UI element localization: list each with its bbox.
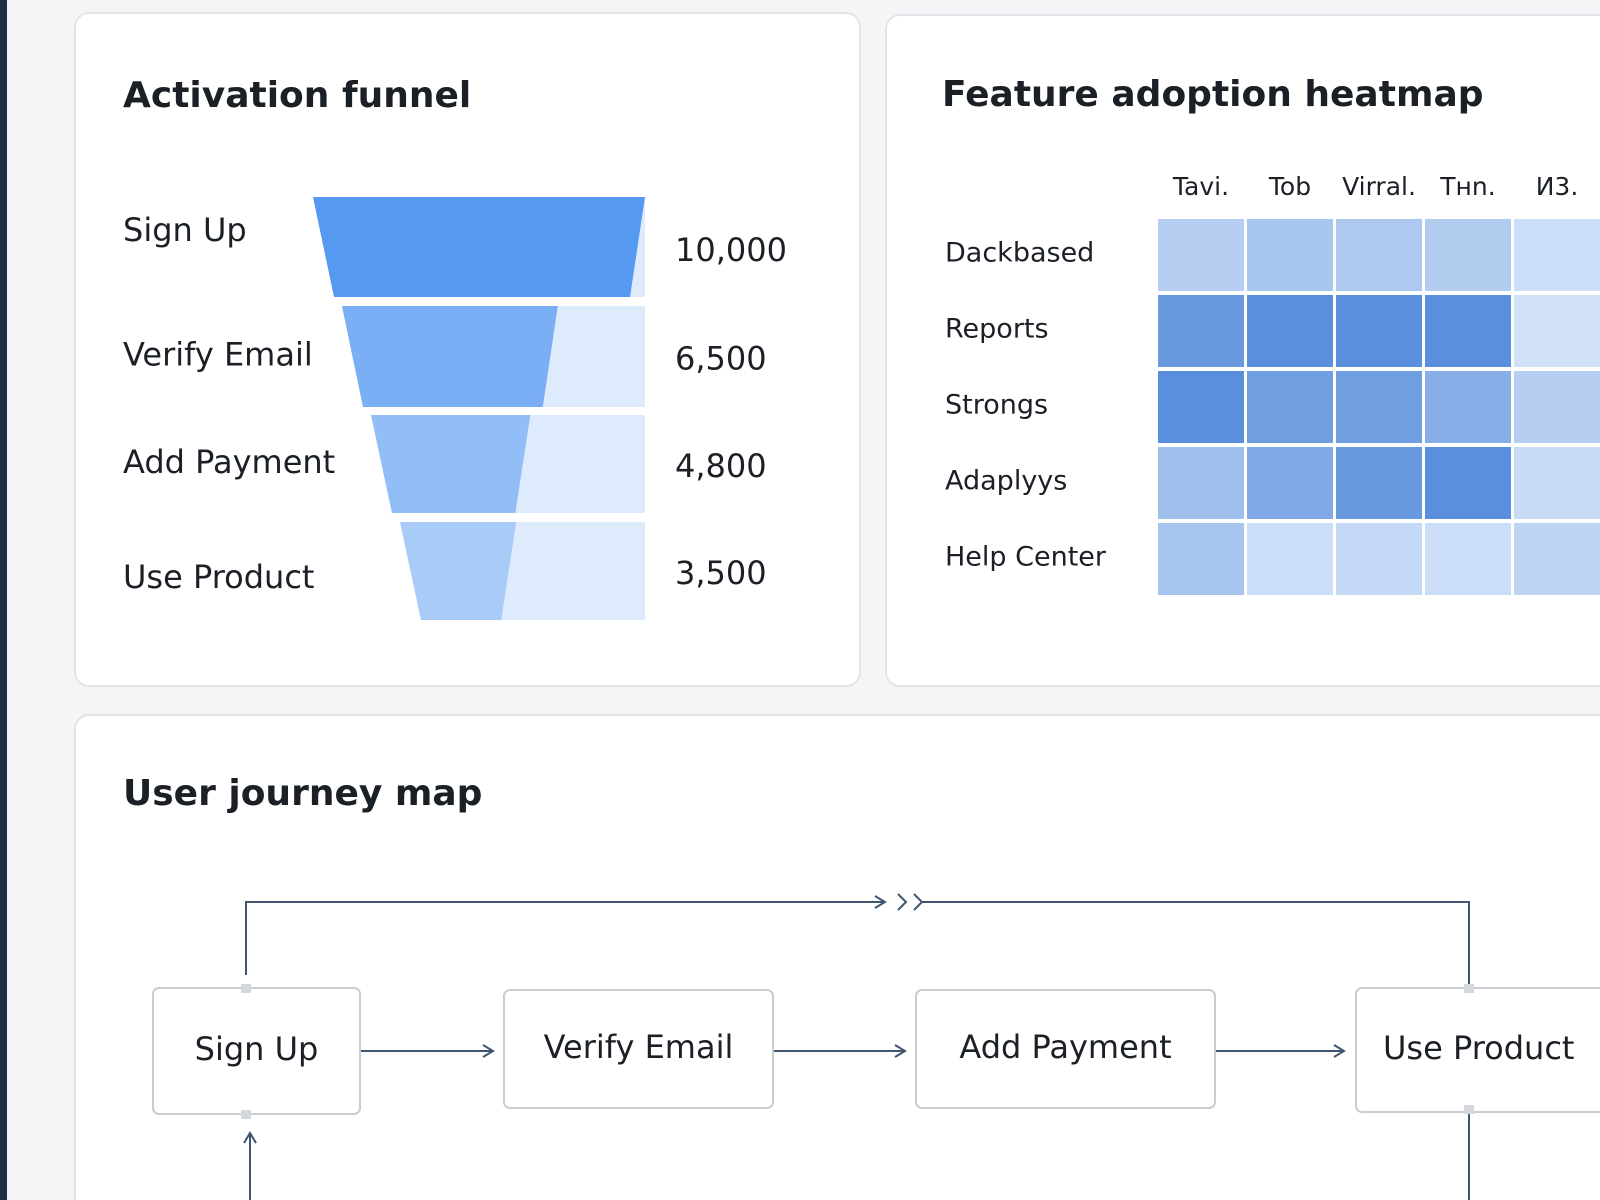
port (241, 1110, 251, 1119)
heatmap-column-label: И3. (1536, 172, 1579, 201)
journey-node-label: Sign Up (195, 1030, 319, 1068)
heatmap-cell (1514, 295, 1600, 367)
journey-title: User journey map (123, 773, 482, 814)
heatmap-row-label: Reports (945, 314, 1049, 345)
heatmap-cell (1514, 371, 1600, 443)
funnel-value-label: 10,000 (675, 231, 787, 269)
heatmap-cell (1336, 523, 1422, 595)
heatmap-cell (1247, 295, 1333, 367)
funnel-title: Activation funnel (123, 75, 471, 116)
heatmap-cell (1336, 219, 1422, 291)
journey-connectors (243, 893, 1470, 1200)
funnel-stage-label: Use Product (123, 558, 314, 596)
heatmap-cell (1514, 523, 1600, 595)
heatmap-cell (1336, 295, 1422, 367)
heatmap-title: Feature adoption heatmap (942, 74, 1484, 115)
heatmap-cell (1425, 295, 1511, 367)
heatmap-column-label: Tob (1268, 172, 1311, 201)
journey-node (503, 989, 774, 1109)
side-bar (0, 0, 7, 1200)
heatmap-row-label: Strongs (945, 390, 1048, 421)
heatmap-cell (1247, 523, 1333, 595)
funnel-bar (400, 522, 517, 620)
heatmap-cell (1425, 447, 1511, 519)
heatmap-cell (1425, 219, 1511, 291)
journey-card (74, 714, 1600, 1200)
heatmap-cell (1158, 371, 1244, 443)
funnel-bar (342, 306, 558, 407)
funnel-value-label: 6,500 (675, 340, 767, 378)
heatmap-column-label: Virral. (1342, 172, 1416, 201)
heatmap-column-label: Tнn. (1439, 172, 1495, 201)
heatmap-cell (1336, 371, 1422, 443)
heatmap-cell (1425, 371, 1511, 443)
heatmap-cell (1247, 447, 1333, 519)
funnel-stage-label: Verify Email (123, 336, 313, 374)
funnel-stage-label: Add Payment (123, 443, 335, 481)
journey-node (152, 987, 361, 1115)
journey-node (1355, 987, 1600, 1113)
port (241, 984, 251, 993)
heatmap-cell (1158, 295, 1244, 367)
journey-node-label: Verify Email (544, 1028, 734, 1066)
heatmap-cell (1158, 447, 1244, 519)
funnel-value-label: 3,500 (675, 554, 767, 592)
heatmap-row-label: Dackbased (945, 238, 1094, 269)
heatmap-cell (1336, 447, 1422, 519)
loop-connector (922, 901, 1470, 988)
heatmap-row-label: Adaplyys (945, 466, 1067, 497)
journey-node-label: Use Product (1383, 1029, 1574, 1067)
heatmap-cell (1247, 371, 1333, 443)
heatmap-cell (1514, 219, 1600, 291)
heatmap-cell (1158, 523, 1244, 595)
funnel-value-label: 4,800 (675, 447, 767, 485)
heatmap-row-label: Help Center (945, 542, 1107, 573)
loop-connector (245, 895, 887, 975)
funnel-bar (371, 415, 531, 513)
journey-node (915, 989, 1216, 1109)
journey-node-label: Add Payment (959, 1028, 1171, 1066)
heatmap-column-label: Tavi. (1172, 172, 1229, 201)
port (1464, 984, 1474, 993)
funnel-stage-label: Sign Up (123, 211, 247, 249)
heatmap-cell (1158, 219, 1244, 291)
heatmap-cell (1247, 219, 1333, 291)
funnel-bar (313, 197, 645, 297)
port (1464, 1105, 1474, 1114)
heatmap-cell (1514, 447, 1600, 519)
heatmap-cell (1425, 523, 1511, 595)
